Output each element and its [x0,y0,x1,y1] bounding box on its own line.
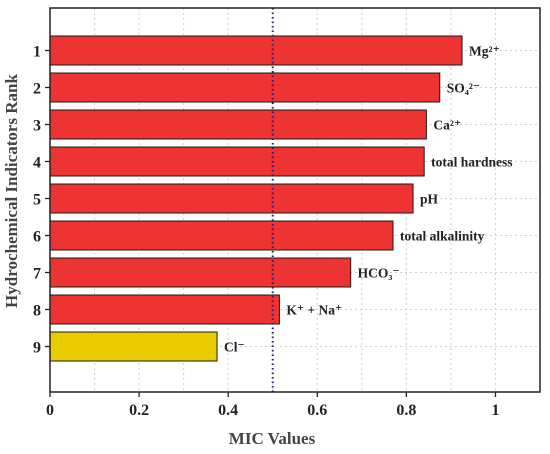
y-tick-label: 1 [33,44,41,61]
bar-label: K⁺ + Na⁺ [286,303,342,318]
x-tick-label: 0.4 [218,402,238,419]
x-axis-title: MIC Values [229,429,316,448]
x-tick-label: 0.8 [396,402,416,419]
bar-label: pH [420,192,439,207]
y-tick-label: 4 [33,155,41,172]
x-tick-label: 0 [46,402,54,419]
bar-label: Cl⁻ [224,340,245,355]
x-tick-label: 0.2 [129,402,149,419]
bar [49,257,352,288]
plot-frame [49,7,541,393]
x-tick-label: 0.6 [307,402,327,419]
x-tick-label: 1 [491,402,499,419]
bar-label: SO₄²⁻ [447,81,480,96]
bar-label: total hardness [431,155,512,170]
y-tick-label: 8 [33,303,41,320]
bar [49,294,280,325]
tick-layer: 1 2 3 4 5 6 7 8 9 0 0.2 0.4 0.6 0.8 1 [33,44,499,420]
y-tick-label: 2 [33,81,41,98]
y-tick-label: 7 [33,266,41,283]
bar [49,183,414,214]
bar-layer: Mg²⁺ SO₄²⁻ Ca²⁺ total hardness pH total alkal… [49,35,513,362]
bar [49,331,218,362]
bar [49,220,394,251]
bar-label: HCO₃⁻ [358,266,400,281]
y-axis-title: Hydrochemical Indicators Rank [2,73,21,307]
bar [49,35,463,66]
y-tick-label: 6 [33,229,41,246]
bar-label: Mg²⁺ [469,44,500,59]
y-tick-label: 5 [33,192,41,209]
bar [49,72,441,103]
bar [49,146,425,177]
bar-label: Ca²⁺ [433,118,461,133]
frame-layer [49,7,541,393]
bar [49,109,427,140]
y-tick-label: 3 [33,118,41,135]
y-tick-label: 9 [33,340,41,357]
bar-label: total alkalinity [400,229,485,244]
